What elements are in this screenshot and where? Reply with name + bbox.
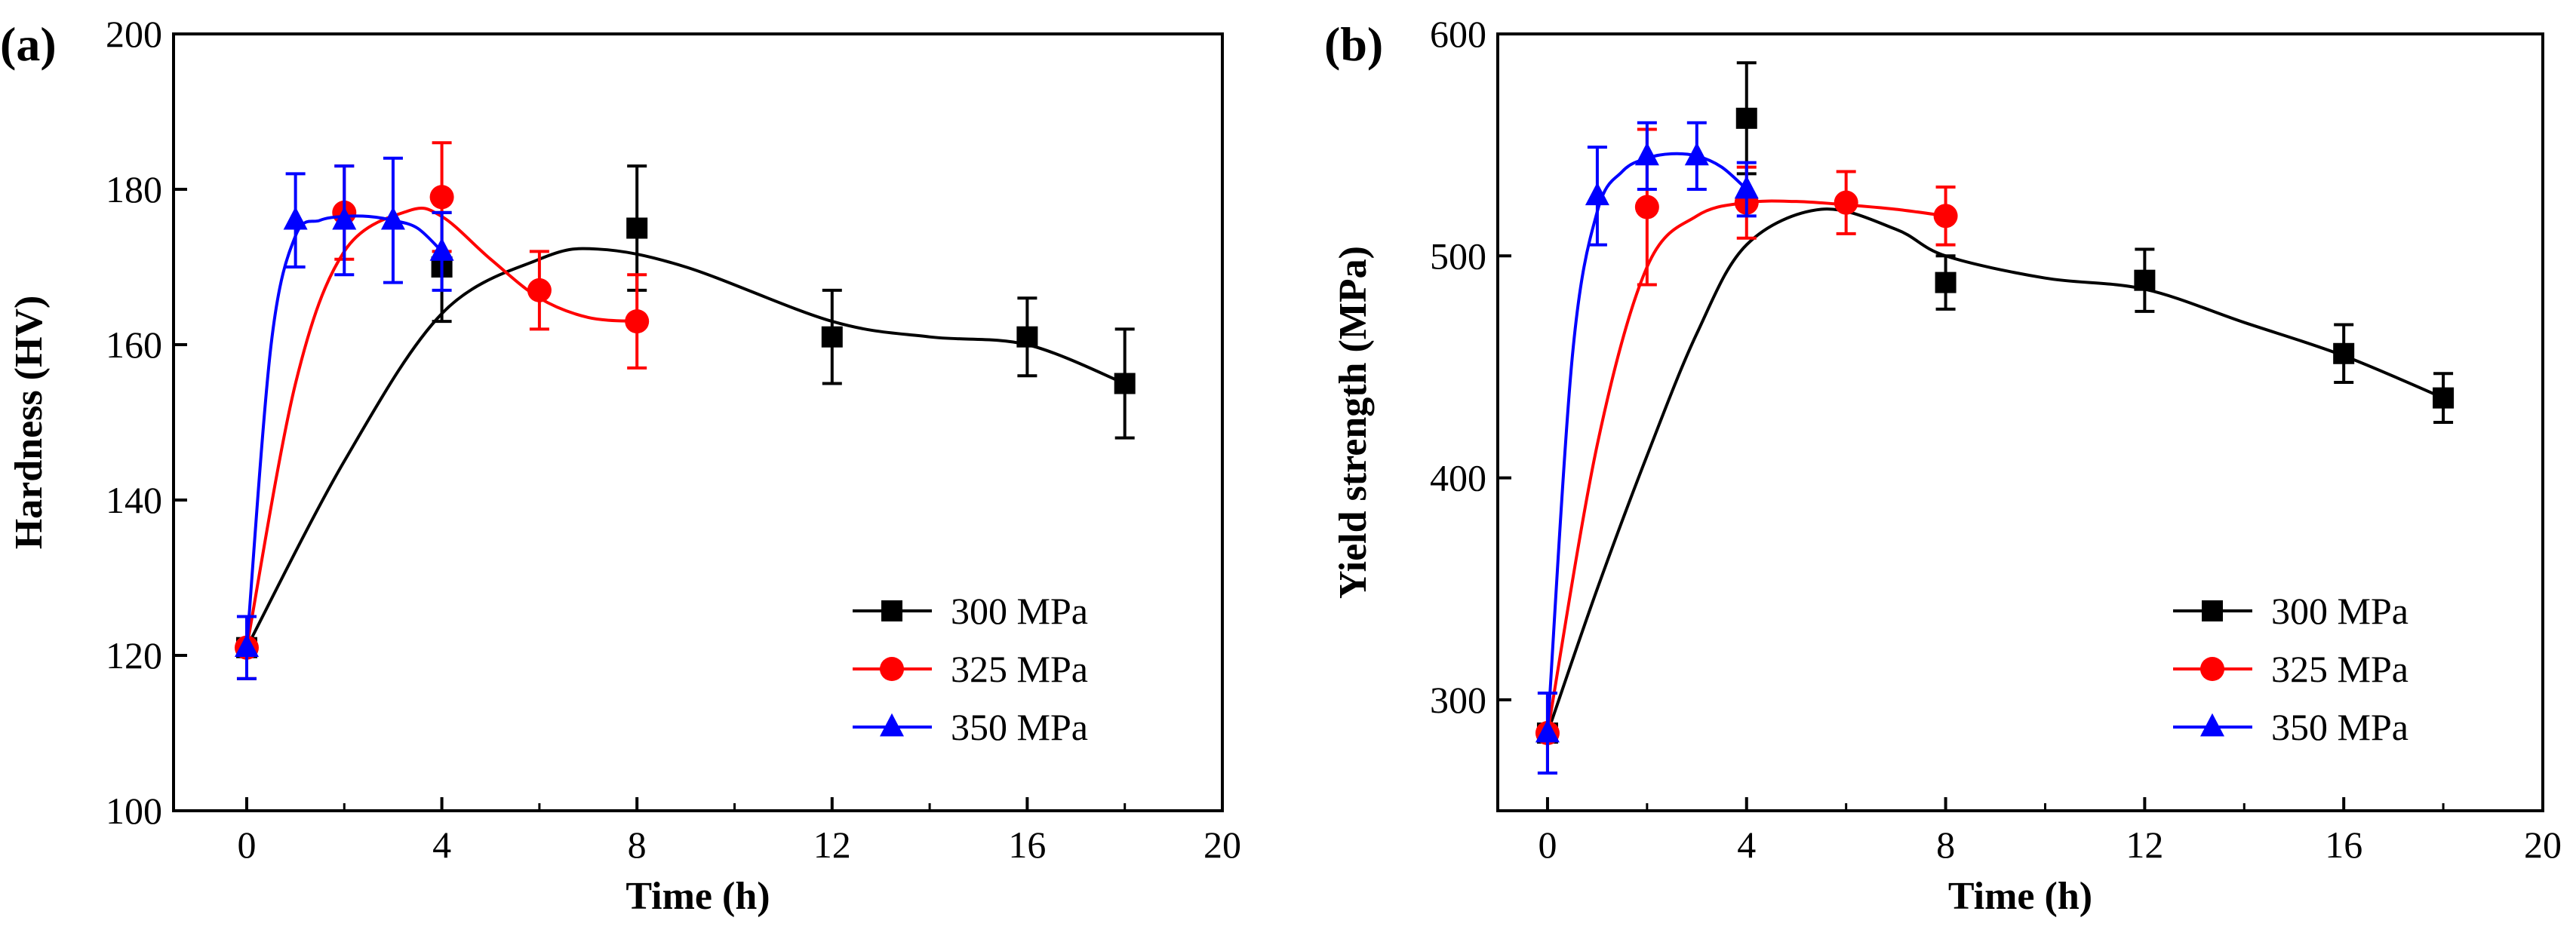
legend-label: 300 MPa (2271, 590, 2408, 632)
fit-curve (245, 206, 638, 649)
legend-marker (880, 713, 904, 737)
data-point (1935, 272, 1957, 293)
legend-marker (881, 600, 902, 621)
legend-marker (2200, 657, 2224, 681)
data-point (1734, 175, 1759, 199)
x-tick-label: 12 (813, 824, 851, 866)
legend-label: 325 MPa (951, 648, 1088, 690)
data-point (2333, 342, 2355, 364)
y-tick-label: 500 (1430, 235, 1486, 277)
data-point (1114, 373, 1136, 394)
data-point (2134, 269, 2156, 291)
x-tick-label: 12 (2126, 824, 2163, 866)
x-axis-title: Time (h) (626, 875, 770, 918)
data-point (625, 309, 650, 334)
x-tick-label: 16 (1008, 824, 1046, 866)
data-point (283, 206, 308, 230)
data-point (234, 634, 259, 658)
fit-curve (1546, 207, 2444, 734)
x-tick-label: 0 (237, 824, 256, 866)
y-tick-label: 120 (106, 634, 162, 677)
data-point (429, 238, 454, 261)
data-point (1585, 182, 1609, 206)
legend-marker (2202, 600, 2223, 621)
y-tick-label: 180 (106, 168, 162, 210)
plot-frame (172, 32, 1224, 812)
legend: 300 MPa 325 MPa 350 MPa (853, 590, 1088, 748)
x-tick-label: 8 (1936, 824, 1955, 866)
legend-label: 350 MPa (2271, 706, 2408, 748)
data-point (626, 217, 648, 239)
series-350-mpa (234, 156, 454, 680)
data-point (1634, 195, 1659, 219)
y-tick-label: 600 (1430, 13, 1486, 55)
panel-label: (b) (1324, 17, 1383, 71)
x-tick-label: 8 (628, 824, 647, 866)
legend-label: 325 MPa (2271, 648, 2408, 690)
y-axis-title: Yield strength (MPa) (1332, 246, 1375, 599)
panel-label: (a) (0, 17, 57, 71)
x-tick-label: 20 (2524, 824, 2562, 866)
fit-curve (1545, 199, 1946, 734)
data-point (380, 206, 405, 230)
legend: 300 MPa 325 MPa 350 MPa (2173, 590, 2408, 748)
series-350-mpa (1535, 121, 1759, 775)
data-point (1933, 204, 1958, 229)
x-axis-title: Time (h) (1948, 875, 2092, 918)
data-point (1535, 719, 1560, 743)
y-axis-title: Hardness (HV) (8, 296, 51, 550)
panel-a-hardness: 0 4 8 12 16 20 100 120 140 160 180 200 Time (h) Hardn… (0, 13, 1241, 918)
x-tick-label: 4 (1737, 824, 1756, 866)
y-tick-label: 300 (1430, 679, 1486, 721)
data-point (821, 326, 843, 348)
x-tick-label: 16 (2325, 824, 2362, 866)
y-tick-label: 160 (106, 324, 162, 366)
x-tick-label: 20 (1203, 824, 1241, 866)
data-point (332, 206, 357, 230)
legend-label: 350 MPa (951, 706, 1088, 748)
x-tick-label: 0 (1538, 824, 1557, 866)
y-tick-label: 140 (106, 479, 162, 521)
data-point (1684, 142, 1709, 166)
plot-frame (1496, 32, 2544, 812)
panel-b-yield-strength: 0 4 8 12 16 20 300 400 500 600 Time (h) Yield stren… (1324, 13, 2562, 918)
legend-marker (2200, 713, 2224, 737)
fit-curve (245, 247, 1126, 649)
y-tick-label: 400 (1430, 457, 1486, 499)
y-tick-label: 200 (106, 13, 162, 55)
data-point (1834, 190, 1858, 215)
data-point (429, 185, 454, 210)
data-point (2433, 387, 2455, 409)
legend-label: 300 MPa (951, 590, 1088, 632)
data-point (1016, 326, 1038, 348)
data-point (1735, 107, 1757, 129)
y-tick-label: 100 (106, 790, 162, 832)
fit-curve (244, 214, 443, 648)
legend-marker (880, 657, 904, 681)
data-point (527, 278, 552, 302)
data-point (1634, 142, 1659, 166)
x-tick-label: 4 (432, 824, 451, 866)
